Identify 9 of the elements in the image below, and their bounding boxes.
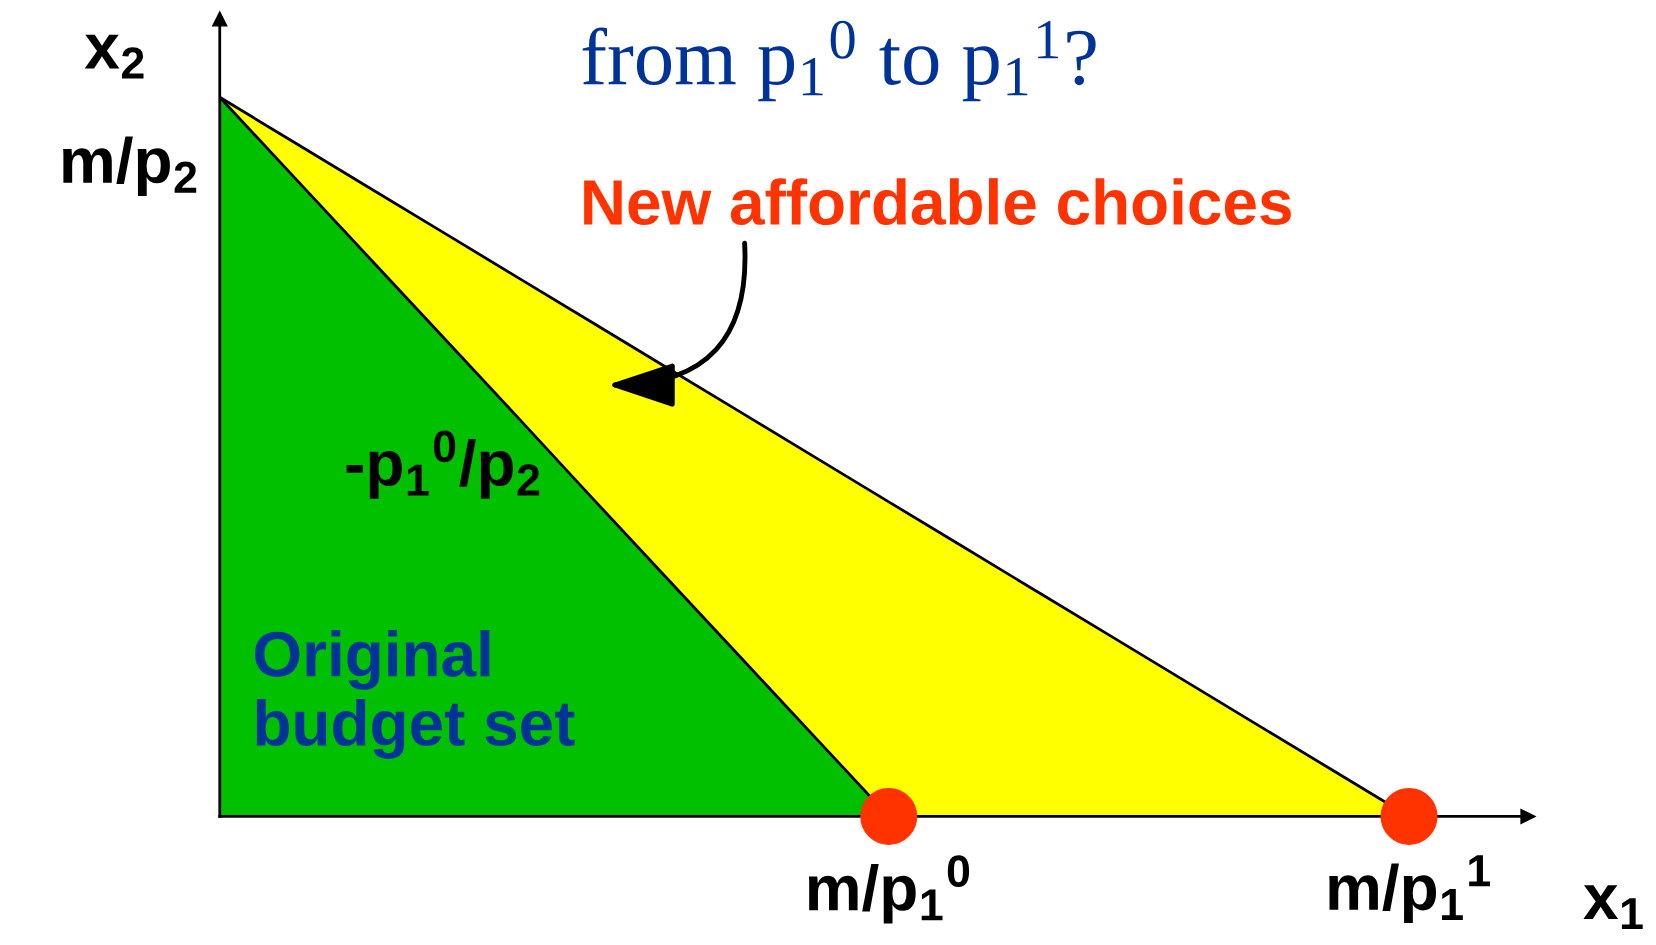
chart-title: from p$_{1}$$^{0}$ to p$_{1}$$^{1}$? [582, 20, 1096, 102]
annotation: -p$_{1}$$^{0}$/p$_{2}$ [346, 430, 540, 499]
x-tick-label: m/p$_{1}$$^{0}$ [808, 855, 970, 924]
annotation: m/p$_{2}$ [63, 136, 197, 196]
annotation: Original budget set [255, 629, 575, 759]
y-axis-title: x$_{2}$ [84, 34, 144, 79]
annotation: New affordable choices [584, 178, 1291, 226]
x-axis-title: x$_{1}$ [1583, 885, 1643, 930]
x-tick-label: m/p$_{1}$$^{1}$ [1329, 855, 1490, 924]
